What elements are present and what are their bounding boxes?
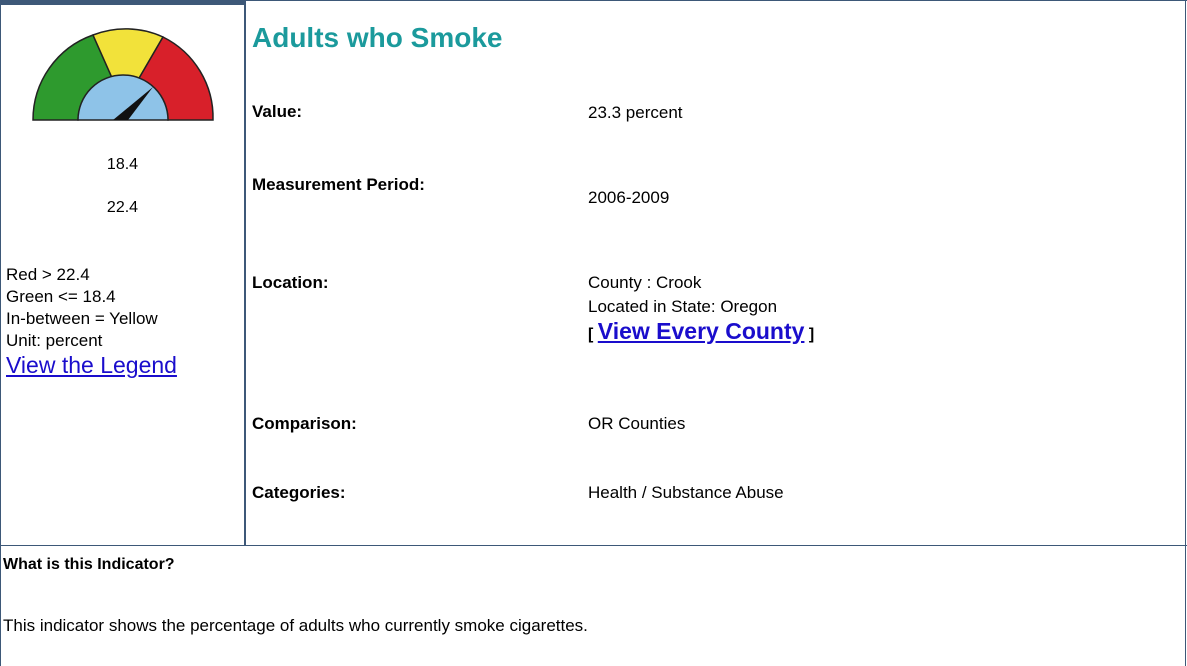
right-border xyxy=(1185,0,1186,666)
field-label: Measurement Period: xyxy=(252,175,425,194)
top-bar xyxy=(0,0,245,5)
field-value: 2006-2009 xyxy=(588,188,670,207)
legend-line: In-between = Yellow xyxy=(6,309,158,328)
legend-link[interactable]: View the Legend xyxy=(6,352,177,378)
top-border xyxy=(245,0,1187,1)
left-border xyxy=(0,0,1,666)
description-text: This indicator shows the percentage of a… xyxy=(3,616,588,635)
field-value: Health / Substance Abuse xyxy=(588,483,784,502)
section-divider xyxy=(0,545,1187,546)
legend-line: Red > 22.4 xyxy=(6,265,90,284)
field-label: Comparison: xyxy=(252,414,357,433)
field-value: OR Counties xyxy=(588,414,686,433)
bracket: [ xyxy=(588,326,594,343)
title: Adults who Smoke xyxy=(252,22,503,53)
legend-line: Green <= 18.4 xyxy=(6,287,116,306)
county-link[interactable]: View Every County xyxy=(597,318,805,344)
panel-divider xyxy=(244,0,246,546)
legend: Red > 22.4 Green <= 18.4 In-between = Ye… xyxy=(6,264,158,352)
location-link: [ View Every County ] xyxy=(588,318,814,345)
field-value: County : Crook xyxy=(588,273,702,292)
field-value: Located in State: Oregon xyxy=(588,297,778,316)
description-heading: What is this Indicator? xyxy=(3,556,175,573)
field-value: 23.3 percent xyxy=(588,103,683,122)
threshold: 18.4 xyxy=(106,156,139,173)
gauge-icon xyxy=(32,28,214,121)
legend-line: Unit: percent xyxy=(6,331,103,350)
field-label: Categories: xyxy=(252,483,346,502)
threshold: 22.4 xyxy=(106,199,139,216)
bracket: ] xyxy=(808,326,815,343)
field-label: Value: xyxy=(252,102,303,121)
field-label: Location: xyxy=(252,273,329,292)
